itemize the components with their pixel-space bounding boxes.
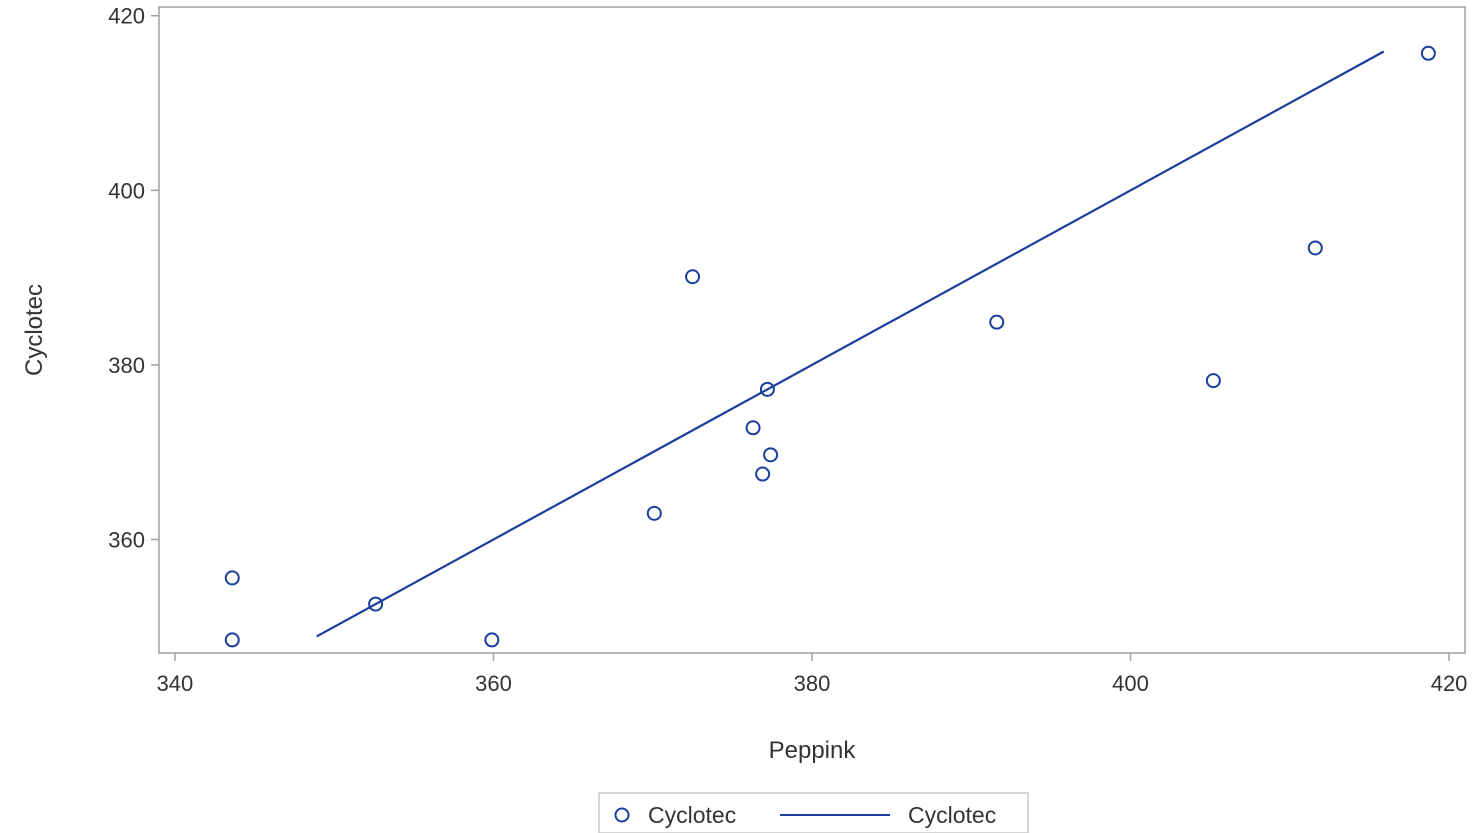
y-tick-label: 400	[108, 178, 145, 203]
data-point	[1307, 240, 1323, 256]
fit-line	[316, 50, 1385, 638]
data-point	[1205, 373, 1221, 389]
y-tick-label: 380	[108, 353, 145, 378]
data-point	[1420, 45, 1436, 61]
fit-line-layer	[316, 50, 1385, 638]
data-point	[685, 269, 701, 285]
x-tick-label: 400	[1112, 671, 1149, 696]
data-points-layer	[224, 45, 1436, 648]
x-tick-label: 380	[794, 671, 831, 696]
data-point	[484, 632, 500, 648]
data-point	[224, 632, 240, 648]
data-point	[755, 466, 771, 482]
data-point	[759, 381, 775, 397]
y-axis: 360 380 400 420	[108, 4, 159, 553]
legend-label-line: Cyclotec	[908, 802, 996, 828]
legend-marker-icon	[614, 807, 630, 823]
y-axis-title: Cyclotec	[21, 284, 48, 376]
data-point	[224, 570, 240, 586]
data-point	[763, 447, 779, 463]
y-tick-label: 360	[108, 528, 145, 553]
data-point	[646, 505, 662, 521]
plot-frame	[158, 6, 1466, 654]
data-point	[745, 420, 761, 436]
data-point	[368, 596, 384, 612]
x-tick-label: 340	[157, 671, 194, 696]
x-axis: 340 360 380 400 420	[157, 653, 1468, 696]
legend: Cyclotec Cyclotec	[598, 792, 1029, 833]
legend-frame	[598, 792, 1029, 833]
x-tick-label: 360	[475, 671, 512, 696]
x-tick-label: 420	[1431, 671, 1468, 696]
y-tick-label: 420	[108, 4, 145, 29]
legend-label-scatter: Cyclotec	[648, 802, 736, 828]
x-axis-title: Peppink	[769, 737, 857, 764]
data-point	[989, 314, 1005, 330]
